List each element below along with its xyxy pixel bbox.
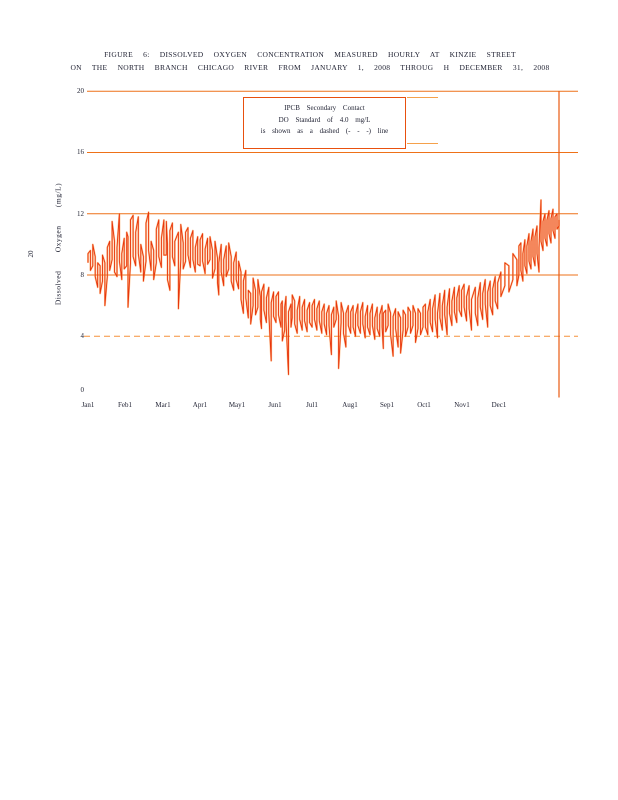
x-tick-aug1: Aug1 [342, 401, 358, 409]
legend-border-extension-top [407, 97, 438, 98]
x-tick-apr1: Apr1 [192, 401, 208, 409]
legend-box: IPCB Secondary Contact DO Standard of 4.… [243, 97, 406, 149]
y-tick-4: 4 [80, 332, 85, 340]
x-tick-mar1: Mar1 [155, 401, 171, 409]
y-axis-title: Dissolved Oxygen (mg/L) [53, 182, 63, 306]
x-tick-oct1: Oct1 [417, 401, 431, 409]
x-tick-may1: May1 [228, 401, 246, 409]
x-tick-nov1: Nov1 [454, 401, 470, 409]
y-tick-20: 20 [77, 87, 84, 95]
legend-line1: IPCB Secondary Contact [284, 104, 365, 112]
do-series-line [87, 199, 560, 375]
y-tick-0: 0 [80, 386, 85, 394]
y-tick-16: 16 [77, 148, 84, 156]
x-tick-sep1: Sep1 [380, 401, 394, 409]
legend-border-extension-bottom [407, 142, 438, 144]
x-tick-jun1: Jun1 [268, 401, 282, 409]
rotated-side-label: 20 [27, 250, 35, 258]
figure-title-line1: FIGURE 6: DISSOLVED OXYGEN CONCENTRATION… [104, 50, 516, 59]
y-tick-12: 12 [77, 210, 84, 218]
x-tick-feb1: Feb1 [118, 401, 132, 409]
x-tick-jan1: Jan1 [81, 401, 95, 409]
legend-line3: is shown as a dashed (- - -) line [260, 127, 389, 135]
figure-title-line2: ON THE NORTH BRANCH CHICAGO RIVER FROM J… [70, 63, 550, 72]
x-tick-dec1: Dec1 [491, 401, 507, 409]
legend-line2: DO Standard of 4.0 mg/L [278, 115, 371, 124]
x-tick-jul1: Jul1 [306, 401, 318, 409]
y-tick-8: 8 [80, 271, 85, 279]
